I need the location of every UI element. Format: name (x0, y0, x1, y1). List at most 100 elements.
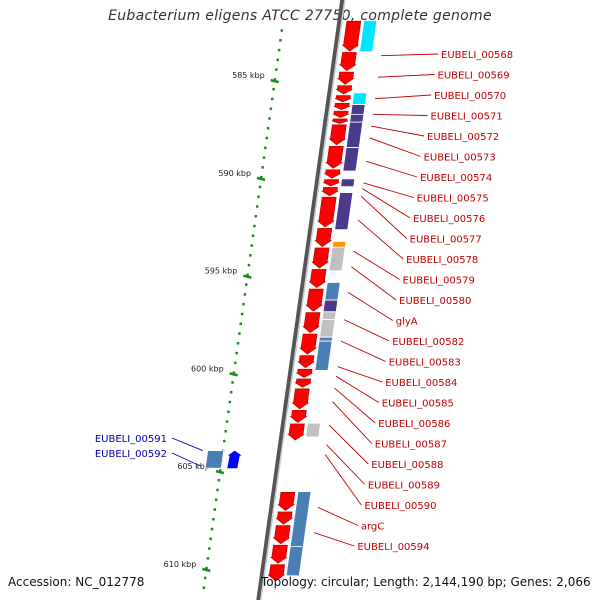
gene-label: EUBELI_00576 (413, 214, 485, 225)
feature-bar (321, 311, 337, 321)
gene-label: EUBELI_00591 (95, 434, 167, 445)
minor-tick (258, 185, 262, 189)
cds-arrow (311, 247, 330, 269)
label-connector (324, 454, 362, 506)
cds-arrow (335, 85, 353, 95)
minor-tick (209, 537, 212, 541)
feature-bar (340, 178, 356, 188)
feature-bar (350, 104, 366, 115)
label-connector (337, 366, 383, 383)
minor-tick (260, 175, 263, 179)
gene-label-layer: EUBELI_00568 EUBELI_00569 EUBELI_00570 EUBE… (95, 50, 513, 553)
gene-label: EUBELI_00574 (420, 173, 492, 184)
cds-arrow (331, 118, 348, 124)
accession-text: Accession: NC_012778 (8, 575, 145, 589)
minor-tick (213, 508, 217, 511)
label-connector (353, 250, 400, 280)
minor-tick (218, 469, 222, 472)
label-connector (317, 506, 359, 526)
minor-tick (265, 136, 269, 140)
label-connector (360, 196, 407, 239)
cds-arrow (289, 409, 308, 423)
feature-bar (345, 121, 364, 148)
label-connector (351, 266, 397, 301)
label-connector (340, 340, 386, 362)
cds-arrow (297, 355, 316, 369)
minor-tick (268, 117, 271, 120)
feature-bar (328, 246, 346, 272)
minor-tick (262, 156, 266, 159)
backbone-line (256, 0, 346, 600)
minor-tick (243, 293, 247, 296)
feature-bar (318, 336, 334, 342)
cds-arrow (291, 388, 310, 410)
label-connector (371, 125, 425, 137)
feature-bar (322, 299, 339, 313)
gene-label: EUBELI_00588 (371, 460, 443, 471)
label-connector (363, 182, 414, 198)
cds-layer (267, 20, 362, 582)
minor-tick (225, 420, 229, 423)
minor-tick (203, 576, 207, 580)
gene-label: EUBELI_00568 (441, 50, 513, 61)
cds-arrow (338, 52, 357, 72)
kbp-label: 605 kbp (177, 462, 210, 471)
gene-label: EUBELI_00575 (417, 194, 489, 205)
minor-tick (217, 478, 221, 482)
minor-tick (227, 410, 230, 413)
minor-tick (208, 547, 211, 550)
kbp-label: 585 kbp (232, 71, 265, 80)
feature-bar (331, 241, 347, 248)
kbp-label: 610 kbp (164, 560, 197, 569)
kbp-label: 590 kbp (218, 169, 251, 178)
minor-tick (261, 166, 264, 169)
gene-label: EUBELI_00594 (357, 542, 429, 553)
gene-label: EUBELI_00569 (438, 71, 510, 82)
feature-bar (334, 192, 354, 231)
major-tick (243, 274, 252, 279)
gene-label: EUBELI_00572 (427, 132, 499, 143)
major-tick (256, 176, 266, 182)
cds-arrow (332, 110, 349, 118)
gene-label: EUBELI_00571 (431, 112, 503, 123)
minor-tick (202, 586, 206, 589)
minor-tick (251, 234, 255, 238)
feature-bar (319, 319, 336, 338)
cds-arrow (305, 288, 324, 312)
cds-arrow (323, 169, 341, 179)
kbp-label: 595 kbp (205, 267, 238, 276)
minor-tick (266, 127, 270, 130)
gene-label: EUBELI_00573 (424, 153, 496, 164)
kbp-tick-layer: 585 kbp 590 kbp 595 kbp 600 kbp 605 kbp 610 k… (164, 29, 284, 589)
cds-arrow (294, 378, 312, 388)
reverse-cds-arrow (227, 450, 242, 469)
label-connector (347, 291, 393, 321)
minor-tick (275, 68, 278, 71)
label-connector (366, 160, 418, 178)
minor-tick (255, 205, 259, 208)
cds-arrow (317, 196, 337, 228)
cds-arrow (308, 269, 327, 289)
cds-arrow (333, 103, 351, 111)
cds-arrow (334, 95, 352, 103)
minor-tick (279, 39, 282, 42)
cds-arrow (287, 423, 305, 441)
topology-text: Topology: circular; Length: 2,144,190 bp… (261, 575, 591, 589)
label-connector (374, 94, 432, 100)
minor-tick (264, 146, 267, 150)
cds-arrow (341, 20, 362, 52)
label-connector (171, 452, 202, 467)
minor-tick (254, 215, 258, 218)
minor-tick (206, 557, 210, 560)
cds-arrow (277, 492, 296, 511)
cds-arrow (323, 179, 340, 187)
backbone-layer (256, 0, 346, 600)
minor-tick (216, 488, 219, 492)
label-connector (326, 444, 366, 485)
cds-arrow (337, 71, 355, 85)
feature-bar (285, 545, 304, 577)
cds-arrow (314, 228, 333, 247)
cds-arrow (269, 544, 288, 564)
minor-tick (239, 322, 243, 326)
